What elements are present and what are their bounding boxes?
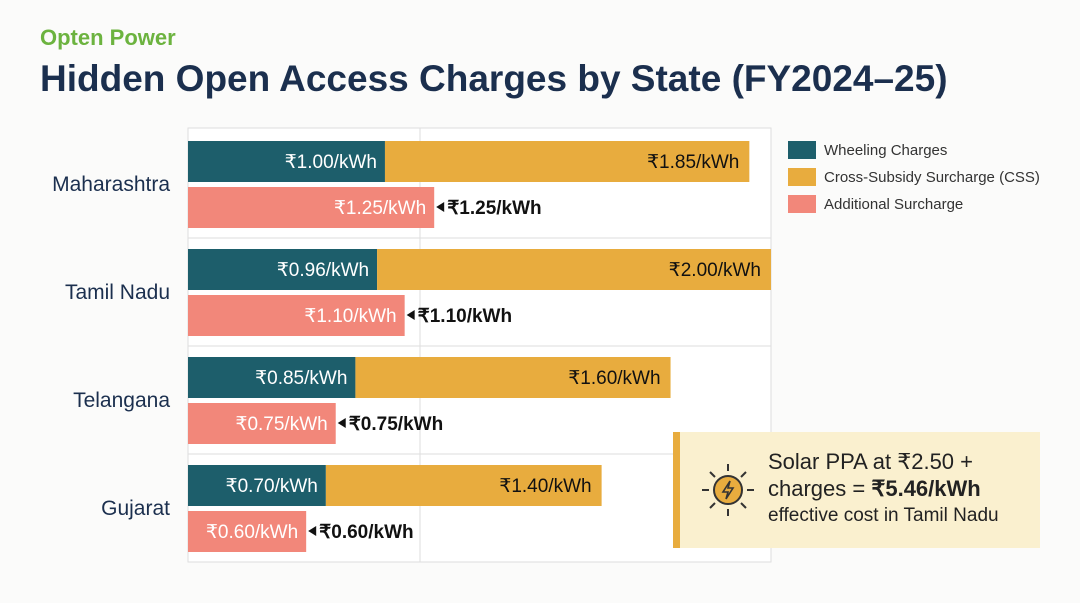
sun-bolt-icon [702, 464, 754, 516]
bar-label-css: ₹1.85/kWh [647, 152, 739, 173]
callout-line1: Solar PPA at ₹2.50 + [768, 449, 973, 474]
bar-wheeling [188, 249, 378, 290]
category-label: Maharashtra [52, 173, 170, 196]
bar-additional [188, 511, 307, 552]
category-label: Telangana [73, 389, 170, 412]
pointer-arrow-icon [406, 310, 415, 320]
pointer-arrow-icon [436, 202, 445, 212]
bar-wheeling [188, 465, 326, 506]
bar-label-wheeling: ₹0.96/kWh [277, 260, 369, 281]
bar-css [355, 357, 671, 398]
bar-label-additional: ₹1.25/kWh [334, 198, 426, 219]
bar-css [377, 249, 771, 290]
callout-line2-text: charges = [768, 476, 872, 501]
callout-highlight: ₹5.46/kWh [871, 476, 981, 501]
page-title: Hidden Open Access Charges by State (FY2… [40, 58, 948, 99]
bar-css [384, 141, 750, 182]
bar-label-wheeling: ₹0.85/kWh [255, 368, 347, 389]
legend-item-additional: Additional Surcharge [788, 195, 963, 213]
callout-line3: effective cost in Tamil Nadu [768, 505, 999, 526]
pointer-arrow-icon [337, 418, 346, 428]
bar-label-wheeling: ₹0.70/kWh [226, 476, 318, 497]
bar-css [325, 465, 602, 506]
bar-label-additional: ₹0.60/kWh [206, 522, 298, 543]
category-label: Tamil Nadu [65, 281, 170, 304]
bar-additional [188, 187, 435, 228]
callout-line2: charges = ₹5.46/kWh [768, 475, 999, 502]
bar-annotation-additional: ₹0.60/kWh [319, 522, 413, 543]
bar-label-additional: ₹0.75/kWh [235, 414, 327, 435]
legend-item-wheeling: Wheeling Charges [788, 141, 947, 159]
bar-annotation-additional: ₹0.75/kWh [349, 414, 443, 435]
bar-additional [188, 295, 405, 336]
legend-label: Additional Surcharge [824, 195, 964, 213]
legend-swatch [788, 141, 816, 159]
bar-label-additional: ₹1.10/kWh [304, 306, 396, 327]
bar-annotation-additional: ₹1.10/kWh [418, 306, 512, 327]
bar-annotation-additional: ₹1.25/kWh [447, 198, 541, 219]
legend-swatch [788, 168, 816, 186]
pointer-arrow-icon [308, 526, 317, 536]
bar-label-css: ₹1.60/kWh [568, 368, 660, 389]
legend-swatch [788, 195, 816, 213]
bar-wheeling [188, 141, 385, 182]
legend-label: Wheeling Charges [824, 141, 948, 159]
bar-label-css: ₹1.40/kWh [499, 476, 591, 497]
bar-label-wheeling: ₹1.00/kWh [285, 152, 377, 173]
bar-wheeling [188, 357, 356, 398]
callout-text: Solar PPA at ₹2.50 + charges = ₹5.46/kWh… [768, 448, 999, 529]
logo: Opten Power [40, 25, 176, 50]
callout-box: Solar PPA at ₹2.50 + charges = ₹5.46/kWh… [673, 432, 1040, 548]
bar-label-css: ₹2.00/kWh [669, 260, 761, 281]
bar-additional [188, 403, 336, 444]
category-label: Gujarat [101, 497, 170, 520]
legend-label: Cross-Subsidy Surcharge (CSS) [824, 168, 1040, 186]
legend-item-css: Cross-Subsidy Surcharge (CSS) [788, 168, 1040, 186]
